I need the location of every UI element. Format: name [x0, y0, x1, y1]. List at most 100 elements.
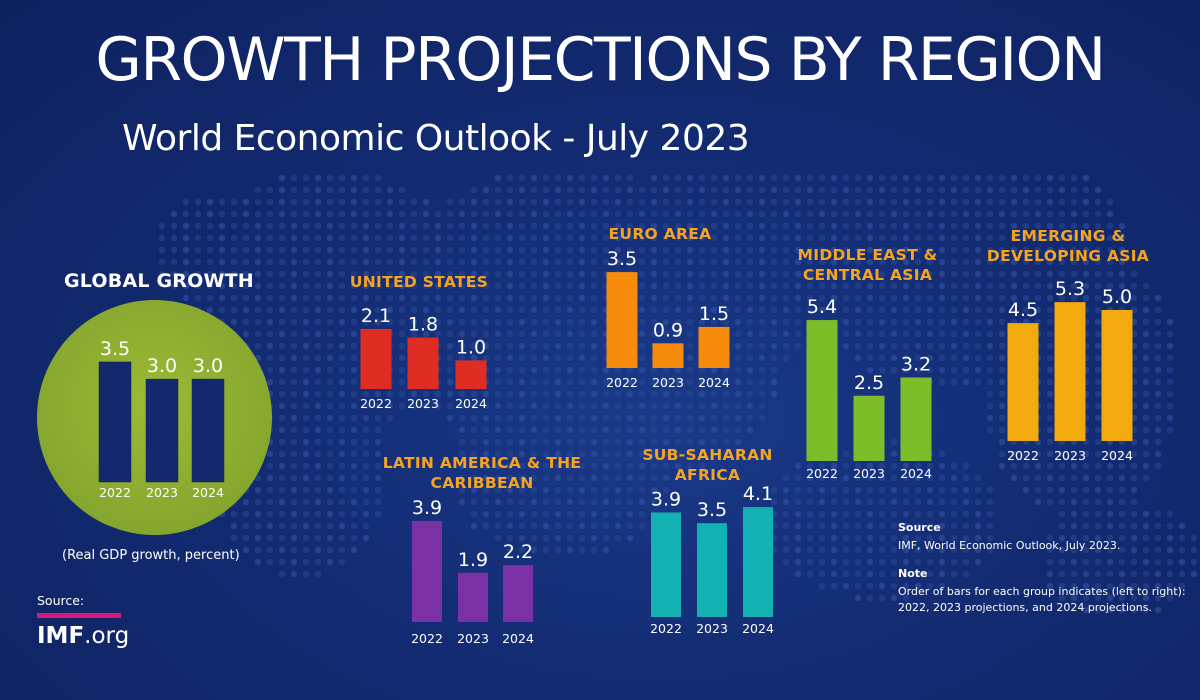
- map-dot: [794, 234, 802, 242]
- map-dot: [518, 450, 526, 458]
- map-dot: [578, 342, 586, 350]
- map-dot: [542, 282, 550, 290]
- map-dot: [470, 450, 478, 458]
- map-dot: [686, 330, 694, 338]
- map-dot: [254, 282, 262, 290]
- map-dot: [722, 438, 730, 446]
- map-dot: [758, 354, 766, 362]
- map-dot: [818, 198, 826, 206]
- map-dot: [242, 234, 250, 242]
- map-dot: [1094, 342, 1102, 350]
- map-dot: [314, 306, 322, 314]
- value-label-me-2022: 5.4: [807, 296, 837, 318]
- map-dot: [1118, 258, 1126, 266]
- map-dot: [698, 270, 706, 278]
- map-dot: [278, 282, 286, 290]
- map-dot: [530, 342, 538, 350]
- map-dot: [674, 210, 682, 218]
- map-dot: [590, 342, 598, 350]
- map-dot: [818, 282, 826, 290]
- map-dot: [530, 174, 538, 182]
- map-dot: [722, 222, 730, 230]
- map-dot: [806, 234, 814, 242]
- map-dot: [758, 402, 766, 410]
- map-dot: [494, 402, 502, 410]
- map-dot: [362, 414, 370, 422]
- map-dot: [230, 258, 238, 266]
- map-dot: [710, 246, 718, 254]
- map-dot: [386, 258, 394, 266]
- map-dot: [230, 210, 238, 218]
- map-dot: [290, 222, 298, 230]
- map-dot: [1142, 390, 1150, 398]
- map-dot: [878, 210, 886, 218]
- map-dot: [902, 366, 910, 374]
- map-dot: [626, 258, 634, 266]
- map-dot: [206, 294, 214, 302]
- map-dot: [506, 378, 514, 386]
- map-dot: [770, 318, 778, 326]
- map-dot: [482, 438, 490, 446]
- map-dot: [398, 234, 406, 242]
- map-dot: [566, 390, 574, 398]
- map-dot: [1094, 318, 1102, 326]
- map-dot: [734, 390, 742, 398]
- map-dot: [338, 174, 346, 182]
- map-dot: [782, 222, 790, 230]
- map-dot: [674, 378, 682, 386]
- map-dot: [350, 342, 358, 350]
- map-dot: [962, 378, 970, 386]
- map-dot: [818, 222, 826, 230]
- map-dot: [662, 306, 670, 314]
- map-dot: [278, 222, 286, 230]
- map-dot: [878, 270, 886, 278]
- map-dot: [998, 234, 1006, 242]
- map-dot: [554, 414, 562, 422]
- map-dot: [554, 198, 562, 206]
- map-dot: [698, 222, 706, 230]
- map-dot: [698, 366, 706, 374]
- map-dot: [554, 354, 562, 362]
- map-dot: [926, 342, 934, 350]
- map-dot: [962, 294, 970, 302]
- map-dot: [590, 222, 598, 230]
- map-dot: [278, 354, 286, 362]
- map-dot: [1070, 210, 1078, 218]
- map-dot: [662, 294, 670, 302]
- imf-logo[interactable]: IMF.org: [37, 623, 129, 649]
- map-dot: [842, 246, 850, 254]
- map-dot: [1046, 366, 1054, 374]
- map-dot: [1154, 294, 1162, 302]
- map-dot: [770, 378, 778, 386]
- map-dot: [734, 378, 742, 386]
- map-dot: [530, 198, 538, 206]
- map-dot: [374, 246, 382, 254]
- map-dot: [1118, 222, 1126, 230]
- map-dot: [758, 210, 766, 218]
- map-dot: [566, 318, 574, 326]
- map-dot: [662, 174, 670, 182]
- tick-label-africa-2022: 2022: [650, 621, 682, 636]
- map-dot: [1046, 414, 1054, 422]
- map-dot: [1106, 234, 1114, 242]
- map-dot: [638, 438, 646, 446]
- source-accent-bar: [37, 613, 121, 618]
- map-dot: [554, 390, 562, 398]
- map-dot: [758, 234, 766, 242]
- map-dot: [302, 222, 310, 230]
- map-dot: [710, 258, 718, 266]
- map-dot: [986, 234, 994, 242]
- map-dot: [518, 318, 526, 326]
- map-dot: [602, 234, 610, 242]
- map-dot: [326, 198, 334, 206]
- map-dot: [446, 378, 454, 386]
- map-dot: [302, 270, 310, 278]
- map-dot: [542, 438, 550, 446]
- map-dot: [590, 270, 598, 278]
- map-dot: [278, 174, 286, 182]
- bar-euro-2023: [652, 343, 684, 368]
- map-dot: [1142, 438, 1150, 446]
- map-dot: [1034, 306, 1042, 314]
- map-dot: [590, 414, 598, 422]
- map-dot: [542, 402, 550, 410]
